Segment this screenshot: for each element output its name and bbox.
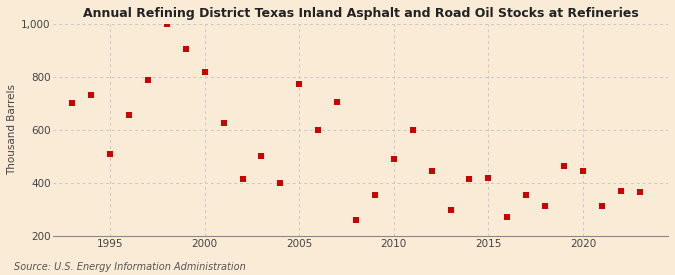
Point [616,189,626,193]
Y-axis label: Thousand Barrels: Thousand Barrels [7,84,17,175]
Point [521,193,532,197]
Point [540,203,551,208]
Point [464,177,475,181]
Point [105,152,115,156]
Point [180,47,191,51]
Text: Source: U.S. Energy Information Administration: Source: U.S. Energy Information Administ… [14,262,245,272]
Point [237,177,248,181]
Point [142,77,153,82]
Point [275,181,286,185]
Point [294,81,304,86]
Point [350,218,361,222]
Point [634,190,645,194]
Point [199,69,210,74]
Point [445,207,456,212]
Point [331,100,342,104]
Point [313,128,323,132]
Point [483,175,494,180]
Point [502,215,513,220]
Point [559,164,570,168]
Point [369,193,380,197]
Point [67,101,78,106]
Point [407,128,418,132]
Point [124,113,134,118]
Point [161,22,172,26]
Point [597,203,608,208]
Title: Annual Refining District Texas Inland Asphalt and Road Oil Stocks at Refineries: Annual Refining District Texas Inland As… [83,7,639,20]
Point [86,93,97,98]
Point [388,157,399,161]
Point [426,169,437,173]
Point [578,169,589,173]
Point [256,154,267,159]
Point [218,121,229,125]
